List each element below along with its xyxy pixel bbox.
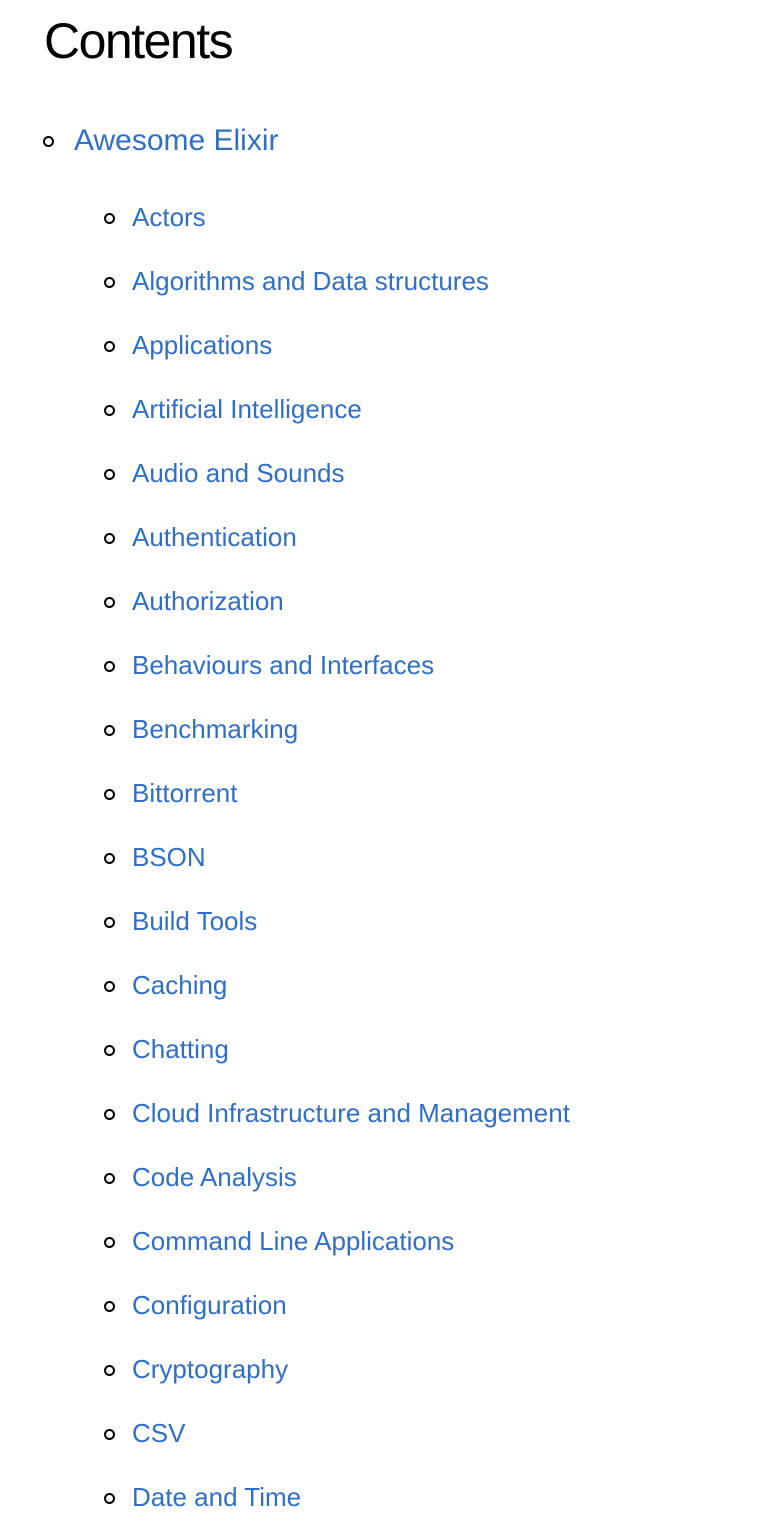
toc-link[interactable]: Actors: [132, 202, 206, 232]
hollow-circle-bullet-icon: [104, 1429, 115, 1440]
toc-link[interactable]: Benchmarking: [132, 714, 299, 744]
hollow-circle-bullet-icon: [104, 1173, 115, 1184]
toc-link[interactable]: Applications: [132, 330, 273, 360]
hollow-circle-bullet-icon: [104, 1237, 115, 1248]
hollow-circle-bullet-icon: [104, 597, 115, 608]
hollow-circle-bullet-icon: [104, 1109, 115, 1120]
toc-link[interactable]: CSV: [132, 1418, 186, 1448]
toc-link[interactable]: Cloud Infrastructure and Management: [132, 1098, 570, 1128]
hollow-circle-bullet-icon: [104, 917, 115, 928]
hollow-circle-bullet-icon: [104, 1045, 115, 1056]
hollow-circle-bullet-icon: [43, 136, 54, 147]
toc-link[interactable]: Audio and Sounds: [132, 458, 345, 488]
hollow-circle-bullet-icon: [104, 725, 115, 736]
toc-link[interactable]: Authorization: [132, 586, 284, 616]
hollow-circle-bullet-icon: [104, 213, 115, 224]
toc-link[interactable]: Build Tools: [132, 906, 258, 936]
toc-link[interactable]: Authentication: [132, 522, 297, 552]
toc-link-awesome-elixir[interactable]: Awesome Elixir: [74, 124, 279, 157]
hollow-circle-bullet-icon: [104, 469, 115, 480]
hollow-circle-bullet-icon: [104, 1493, 115, 1504]
toc-link[interactable]: Configuration: [132, 1290, 287, 1320]
toc-link[interactable]: Date and Time: [132, 1482, 302, 1512]
hollow-circle-bullet-icon: [104, 789, 115, 800]
hollow-circle-bullet-icon: [104, 1365, 115, 1376]
hollow-circle-bullet-icon: [104, 661, 115, 672]
toc-link[interactable]: Behaviours and Interfaces: [132, 650, 435, 680]
page-title: Contents: [44, 13, 234, 69]
hollow-circle-bullet-icon: [104, 533, 115, 544]
toc-link[interactable]: Algorithms and Data structures: [132, 266, 489, 296]
toc-link[interactable]: Chatting: [132, 1034, 229, 1064]
toc-link[interactable]: Bittorrent: [132, 778, 238, 808]
hollow-circle-bullet-icon: [104, 853, 115, 864]
hollow-circle-bullet-icon: [104, 981, 115, 992]
toc-link[interactable]: BSON: [132, 842, 206, 872]
toc-link[interactable]: Command Line Applications: [132, 1226, 455, 1256]
toc-link[interactable]: Artificial Intelligence: [132, 394, 362, 424]
toc-link[interactable]: Caching: [132, 970, 228, 1000]
hollow-circle-bullet-icon: [104, 1301, 115, 1312]
hollow-circle-bullet-icon: [104, 277, 115, 288]
toc-link[interactable]: Code Analysis: [132, 1162, 297, 1192]
hollow-circle-bullet-icon: [104, 341, 115, 352]
hollow-circle-bullet-icon: [104, 405, 115, 416]
toc-link[interactable]: Cryptography: [132, 1354, 289, 1384]
